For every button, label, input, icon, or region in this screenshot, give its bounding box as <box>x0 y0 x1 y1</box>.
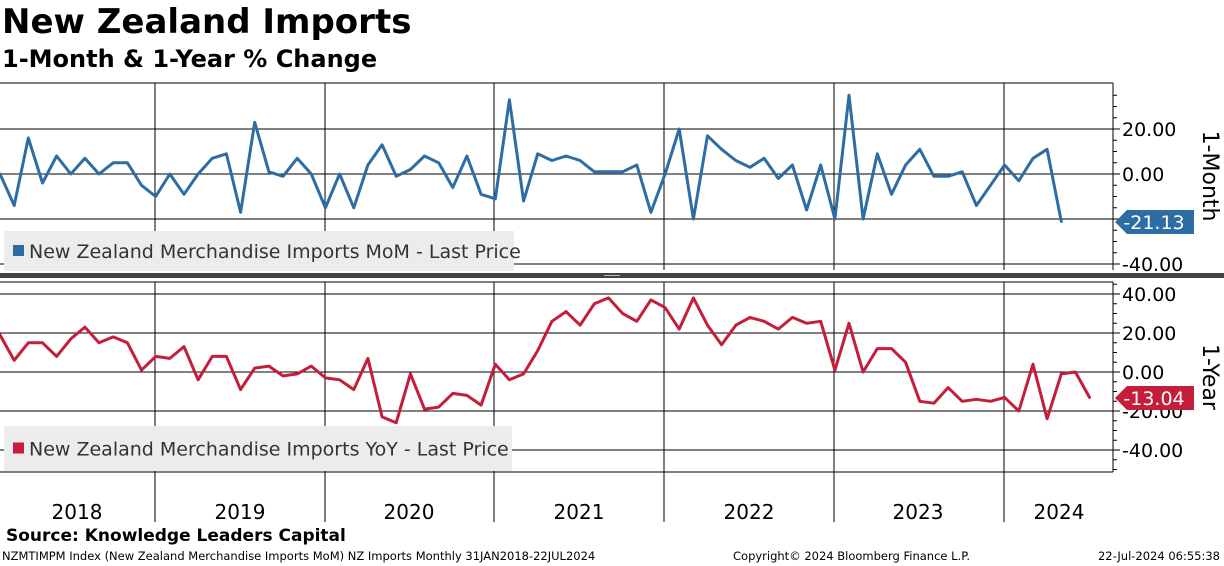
series-line-yoy <box>0 296 1091 425</box>
axis-title: 1-Year <box>1197 344 1222 411</box>
last-value-tag: -21.13 <box>1115 210 1194 234</box>
x-year-label: 2022 <box>724 500 775 524</box>
y-tick-label: -40.00 <box>1122 440 1183 462</box>
y-tick-label: -40.00 <box>1122 254 1183 276</box>
series-line-mom <box>0 93 1063 223</box>
last-value-tag-shape <box>1115 210 1194 234</box>
footer-index-note: NZMTIMPM Index (New Zealand Merchandise … <box>2 549 596 563</box>
axis-title: 1-Month <box>1197 131 1222 222</box>
y-tick-label: 20.00 <box>1122 119 1176 141</box>
chart-subtitle: 1-Month & 1-Year % Change <box>2 45 378 73</box>
footer-copyright: Copyright© 2024 Bloomberg Finance L.P. <box>733 549 970 563</box>
x-year-label: 2018 <box>52 500 103 524</box>
chart-title: New Zealand Imports <box>2 2 412 42</box>
legend-swatch <box>13 442 24 454</box>
y-tick-label: 40.00 <box>1122 284 1176 306</box>
legend-label: New Zealand Merchandise Imports MoM - La… <box>29 241 521 263</box>
y-tick-label: 0.00 <box>1122 164 1164 186</box>
y-tick-label: 0.00 <box>1122 362 1164 384</box>
legend-box <box>4 231 514 271</box>
x-year-label: 2024 <box>1034 500 1085 524</box>
last-value-tag: -13.04 <box>1115 386 1194 410</box>
x-year-label: 2021 <box>554 500 605 524</box>
last-value-tag-shape <box>1115 386 1194 410</box>
x-year-label: 2023 <box>893 500 944 524</box>
legend-label: New Zealand Merchandise Imports YoY - La… <box>29 439 509 461</box>
legend-box <box>4 426 512 471</box>
footer-timestamp: 22-Jul-2024 06:55:38 <box>1097 549 1220 563</box>
source-note: Source: Knowledge Leaders Capital <box>6 526 346 546</box>
x-year-label: 2020 <box>384 500 435 524</box>
legend-swatch <box>13 245 24 256</box>
last-value-label: -13.04 <box>1123 388 1184 410</box>
last-value-label: -21.13 <box>1123 212 1184 234</box>
x-year-label: 2019 <box>215 500 266 524</box>
y-tick-label: 20.00 <box>1122 323 1176 345</box>
